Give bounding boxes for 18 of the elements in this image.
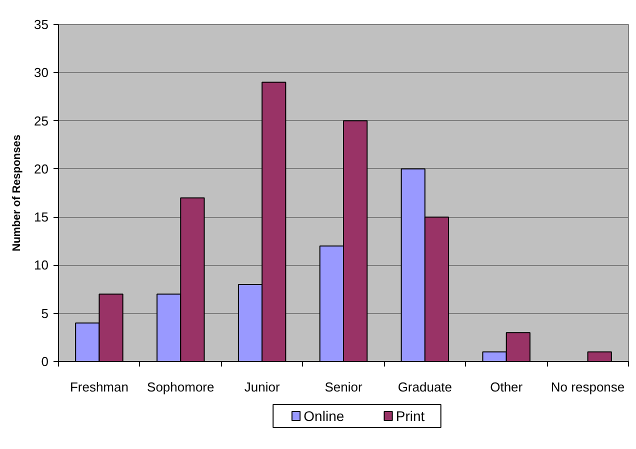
x-tick-label: Other: [490, 380, 524, 394]
y-tick-label: 10: [34, 258, 49, 273]
y-axis-title: Number of Responses: [11, 134, 24, 252]
y-tick-label: 0: [41, 354, 49, 369]
x-tick-label: No response: [550, 380, 625, 394]
legend-label: Online: [304, 408, 344, 424]
y-tick-label: 25: [34, 113, 49, 128]
x-tick-label: Junior: [244, 380, 280, 394]
x-tick-label: Freshman: [70, 380, 128, 394]
y-tick-label: 35: [34, 17, 49, 32]
y-tick-label: 5: [41, 306, 49, 321]
legend-label: Print: [396, 408, 425, 424]
y-tick-label: 15: [34, 210, 49, 225]
y-tick-label: 30: [34, 65, 49, 80]
x-tick-label: Sophomore: [147, 380, 214, 394]
y-tick-label: 20: [34, 161, 49, 176]
x-tick-label: Senior: [324, 380, 363, 394]
x-tick-label: Graduate: [398, 380, 452, 394]
